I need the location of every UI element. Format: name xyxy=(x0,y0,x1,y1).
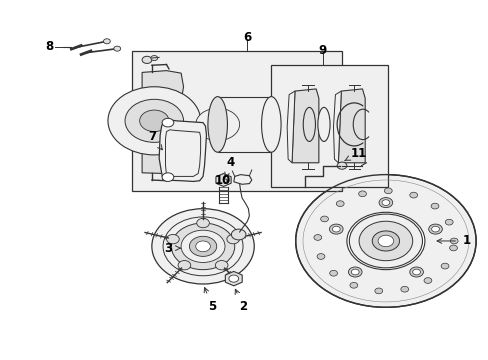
Circle shape xyxy=(371,231,399,251)
Circle shape xyxy=(215,261,227,270)
Circle shape xyxy=(329,224,343,234)
Polygon shape xyxy=(286,91,294,163)
Circle shape xyxy=(448,245,456,251)
Circle shape xyxy=(140,110,168,132)
Bar xyxy=(309,108,324,141)
Circle shape xyxy=(336,201,344,207)
FancyBboxPatch shape xyxy=(271,65,387,187)
Circle shape xyxy=(381,200,389,206)
Text: 3: 3 xyxy=(164,242,180,255)
Circle shape xyxy=(384,188,391,194)
Circle shape xyxy=(228,275,238,282)
Circle shape xyxy=(358,221,412,261)
Polygon shape xyxy=(142,71,183,174)
Circle shape xyxy=(320,216,328,222)
Text: 6: 6 xyxy=(243,31,250,44)
Circle shape xyxy=(142,56,152,63)
Circle shape xyxy=(162,118,173,127)
Text: 11: 11 xyxy=(344,147,366,161)
Ellipse shape xyxy=(317,107,329,141)
Circle shape xyxy=(332,226,340,232)
Circle shape xyxy=(103,39,110,44)
Circle shape xyxy=(226,234,239,244)
Circle shape xyxy=(350,269,358,275)
Circle shape xyxy=(348,267,361,277)
Circle shape xyxy=(181,230,224,262)
Circle shape xyxy=(163,217,243,276)
Circle shape xyxy=(431,226,439,232)
Circle shape xyxy=(295,175,475,307)
Circle shape xyxy=(377,235,393,247)
Circle shape xyxy=(430,203,438,209)
Text: 7: 7 xyxy=(147,130,162,150)
Text: 10: 10 xyxy=(214,174,230,187)
Polygon shape xyxy=(165,130,200,176)
Circle shape xyxy=(195,241,210,252)
Text: 4: 4 xyxy=(224,156,235,177)
Ellipse shape xyxy=(207,96,227,152)
Ellipse shape xyxy=(261,96,281,152)
Text: 2: 2 xyxy=(235,289,246,313)
Polygon shape xyxy=(216,174,231,186)
Circle shape xyxy=(171,223,234,270)
Circle shape xyxy=(349,283,357,288)
Circle shape xyxy=(195,108,239,140)
Circle shape xyxy=(346,212,424,270)
Circle shape xyxy=(313,235,321,240)
Circle shape xyxy=(231,229,245,240)
Text: 1: 1 xyxy=(436,234,469,247)
Polygon shape xyxy=(291,89,318,163)
Polygon shape xyxy=(338,89,365,163)
Circle shape xyxy=(151,55,158,60)
Polygon shape xyxy=(159,120,206,181)
Circle shape xyxy=(125,99,183,142)
Circle shape xyxy=(336,162,346,169)
Circle shape xyxy=(348,214,422,268)
Circle shape xyxy=(412,269,420,275)
Circle shape xyxy=(196,219,209,228)
Circle shape xyxy=(178,261,190,270)
Circle shape xyxy=(378,198,392,208)
Circle shape xyxy=(423,278,431,283)
Circle shape xyxy=(329,270,337,276)
Circle shape xyxy=(428,224,442,234)
Polygon shape xyxy=(333,91,341,163)
Bar xyxy=(217,97,271,152)
Circle shape xyxy=(449,238,457,244)
Circle shape xyxy=(316,253,324,259)
Text: 9: 9 xyxy=(318,44,326,57)
Text: 8: 8 xyxy=(45,40,54,53)
Circle shape xyxy=(400,286,408,292)
Circle shape xyxy=(409,192,417,198)
Circle shape xyxy=(166,234,179,244)
Polygon shape xyxy=(225,271,242,286)
Circle shape xyxy=(358,191,366,197)
Text: 5: 5 xyxy=(204,288,216,313)
Circle shape xyxy=(189,236,216,256)
Circle shape xyxy=(374,288,382,294)
FancyBboxPatch shape xyxy=(132,51,341,191)
Ellipse shape xyxy=(303,107,315,141)
Circle shape xyxy=(108,87,200,155)
Circle shape xyxy=(114,46,121,51)
Circle shape xyxy=(440,263,448,269)
Circle shape xyxy=(445,219,452,225)
Circle shape xyxy=(162,173,173,181)
Polygon shape xyxy=(233,175,251,184)
Circle shape xyxy=(152,209,254,284)
Circle shape xyxy=(409,267,423,277)
